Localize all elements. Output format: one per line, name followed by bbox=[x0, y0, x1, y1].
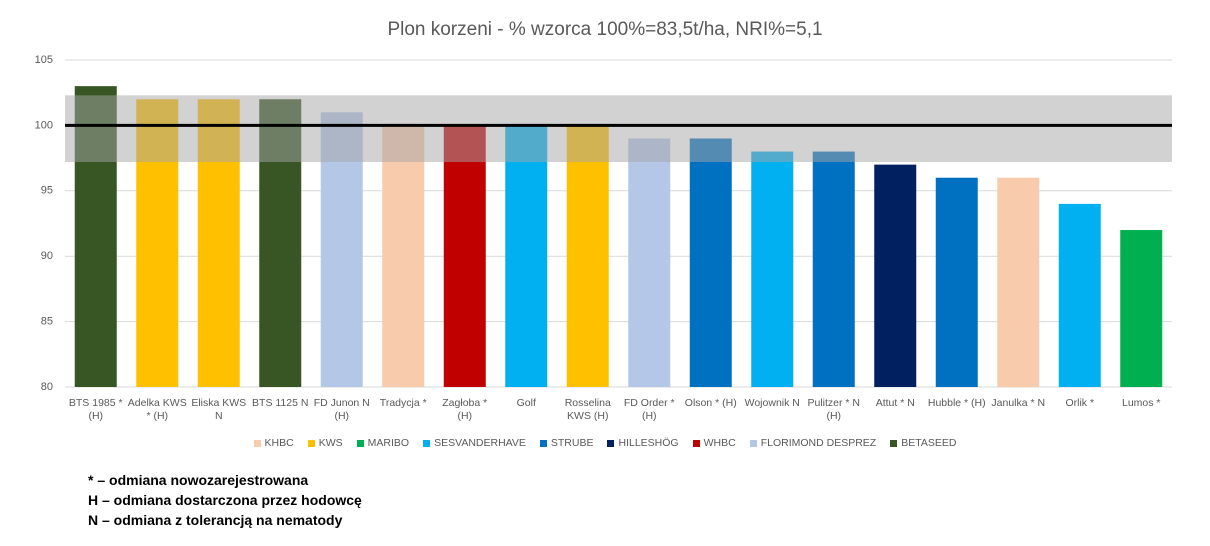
bar bbox=[997, 177, 1040, 387]
bar bbox=[566, 125, 609, 388]
legend-swatch bbox=[692, 439, 700, 447]
bar bbox=[935, 177, 978, 387]
legend-swatch bbox=[607, 439, 615, 447]
legend-item: STRUBE bbox=[539, 437, 594, 449]
x-tick-label: Wojownik N bbox=[744, 397, 800, 409]
legend-swatch bbox=[539, 439, 547, 447]
bar bbox=[812, 151, 855, 387]
bar bbox=[751, 151, 794, 387]
x-tick-label: BTS 1985 * (H) bbox=[68, 397, 123, 422]
y-tick-label: 85 bbox=[41, 316, 53, 328]
x-tick-label: Golf bbox=[516, 397, 536, 409]
x-tick-label: Adelka KWS * (H) bbox=[127, 397, 187, 422]
legend-label: HILLESHÖG bbox=[618, 437, 679, 449]
legend-swatch bbox=[890, 439, 898, 447]
legend-label: STRUBE bbox=[550, 437, 594, 449]
chart-title: Plon korzeni - % wzorca 100%=83,5t/ha, N… bbox=[387, 19, 822, 40]
y-tick-label: 105 bbox=[35, 54, 53, 66]
legend-item: FLORIMOND DESPREZ bbox=[749, 437, 877, 449]
legend-label: WHBC bbox=[703, 437, 736, 449]
x-tick-label: Orlik * bbox=[1065, 397, 1095, 409]
legend-swatch bbox=[749, 439, 757, 447]
x-tick-label: Hubble * (H) bbox=[927, 397, 986, 409]
legend-label: KWS bbox=[318, 437, 343, 449]
bar bbox=[443, 125, 486, 388]
legend-label: FLORIMOND DESPREZ bbox=[760, 437, 877, 449]
bar bbox=[628, 138, 671, 387]
legend-item: HILLESHÖG bbox=[607, 437, 679, 449]
notes: * – odmiana nowozarejestrowana H – odmian… bbox=[88, 470, 362, 530]
legend-item: KWS bbox=[307, 437, 343, 449]
y-tick-label: 80 bbox=[41, 381, 53, 393]
bar bbox=[1120, 230, 1163, 387]
nri-band bbox=[65, 95, 1172, 163]
x-tick-label: Zagłoba * (H) bbox=[442, 397, 488, 422]
x-tick-label: Tradycja * bbox=[379, 397, 427, 409]
legend-item: MARIBO bbox=[356, 437, 410, 449]
legend-swatch bbox=[356, 439, 364, 447]
legend: KHBC KWS MARIBO SESVANDERHAVE STRUBE HILLESHÖ… bbox=[0, 437, 1210, 449]
x-tick-label: Pulitzer * N (H) bbox=[807, 397, 860, 422]
x-tick-label: Eliska KWS N bbox=[191, 397, 247, 422]
x-tick-label: Olson * (H) bbox=[684, 397, 737, 409]
x-tick-label: FD Order * (H) bbox=[623, 397, 675, 422]
note: H – odmiana dostarczona przez hodowcę bbox=[88, 492, 362, 508]
x-tick-label: BTS 1125 N bbox=[252, 397, 309, 409]
legend-item: SESVANDERHAVE bbox=[423, 437, 526, 449]
y-tick-label: 100 bbox=[35, 119, 53, 131]
bar bbox=[1058, 203, 1101, 387]
bar bbox=[689, 138, 732, 387]
legend-label: BETASEED bbox=[901, 437, 957, 449]
legend-item: KHBC bbox=[253, 437, 294, 449]
legend-item: BETASEED bbox=[890, 437, 956, 449]
legend-swatch bbox=[423, 439, 431, 447]
bar bbox=[505, 125, 548, 388]
bar bbox=[874, 164, 917, 387]
legend-item: WHBC bbox=[692, 437, 736, 449]
legend-swatch bbox=[253, 439, 261, 447]
legend-label: MARIBO bbox=[367, 437, 410, 449]
x-tick-label: Lumos * bbox=[1121, 397, 1161, 409]
note: * – odmiana nowozarejestrowana bbox=[88, 472, 309, 488]
x-tick-label: Rosselina KWS (H) bbox=[564, 397, 611, 422]
legend-label: SESVANDERHAVE bbox=[434, 437, 526, 449]
legend-label: KHBC bbox=[264, 437, 294, 449]
y-tick-label: 90 bbox=[41, 250, 53, 262]
bar bbox=[382, 125, 425, 388]
y-tick-label: 95 bbox=[41, 185, 53, 197]
x-tick-label: Attut * N bbox=[875, 397, 915, 409]
legend-swatch bbox=[307, 439, 315, 447]
x-tick-label: FD Junon N (H) bbox=[313, 397, 370, 422]
note: N – odmiana z tolerancją na nematody bbox=[88, 512, 343, 528]
x-tick-label: Janulka * N bbox=[991, 397, 1046, 409]
